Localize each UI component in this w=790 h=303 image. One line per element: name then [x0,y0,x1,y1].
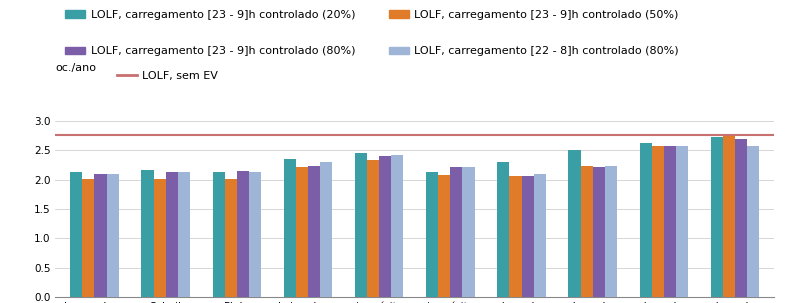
Bar [723,136,735,297]
Bar [224,179,237,297]
Bar [166,172,178,297]
Bar [367,160,379,297]
Bar [391,155,404,297]
Bar [107,174,118,297]
Bar [510,176,521,297]
Bar [95,174,107,297]
Bar [735,139,747,297]
Bar [426,171,438,297]
Bar [355,153,367,297]
Bar [213,172,224,297]
Bar [153,178,166,297]
Bar [379,156,391,297]
Bar [450,168,462,297]
Bar [592,167,605,297]
Bar [498,162,510,297]
Legend: LOLF, carregamento [23 - 9]h controlado (20%), LOLF, carregamento [23 - 9]h cont: LOLF, carregamento [23 - 9]h controlado … [61,5,683,25]
Bar [70,172,82,297]
Bar [605,166,617,297]
Bar [237,171,249,297]
Bar [141,170,153,297]
Bar [308,166,320,297]
Bar [711,137,723,297]
Legend: LOLF, sem EV: LOLF, sem EV [112,66,223,85]
Bar [676,146,688,297]
Bar [521,176,533,297]
Bar [82,179,95,297]
Bar [320,162,332,297]
Bar [640,143,652,297]
Bar [178,172,190,297]
Bar [249,171,261,297]
Legend: LOLF, carregamento [23 - 9]h controlado (80%), LOLF, carregamento [22 - 8]h cont: LOLF, carregamento [23 - 9]h controlado … [61,42,683,61]
Bar [581,166,592,297]
Bar [533,174,546,297]
Bar [569,151,581,297]
Bar [664,146,676,297]
Bar [747,146,759,297]
Bar [284,159,296,297]
Bar [438,175,450,297]
Bar [462,167,475,297]
Text: oc./ano: oc./ano [55,63,96,73]
Bar [296,168,308,297]
Bar [652,146,664,297]
